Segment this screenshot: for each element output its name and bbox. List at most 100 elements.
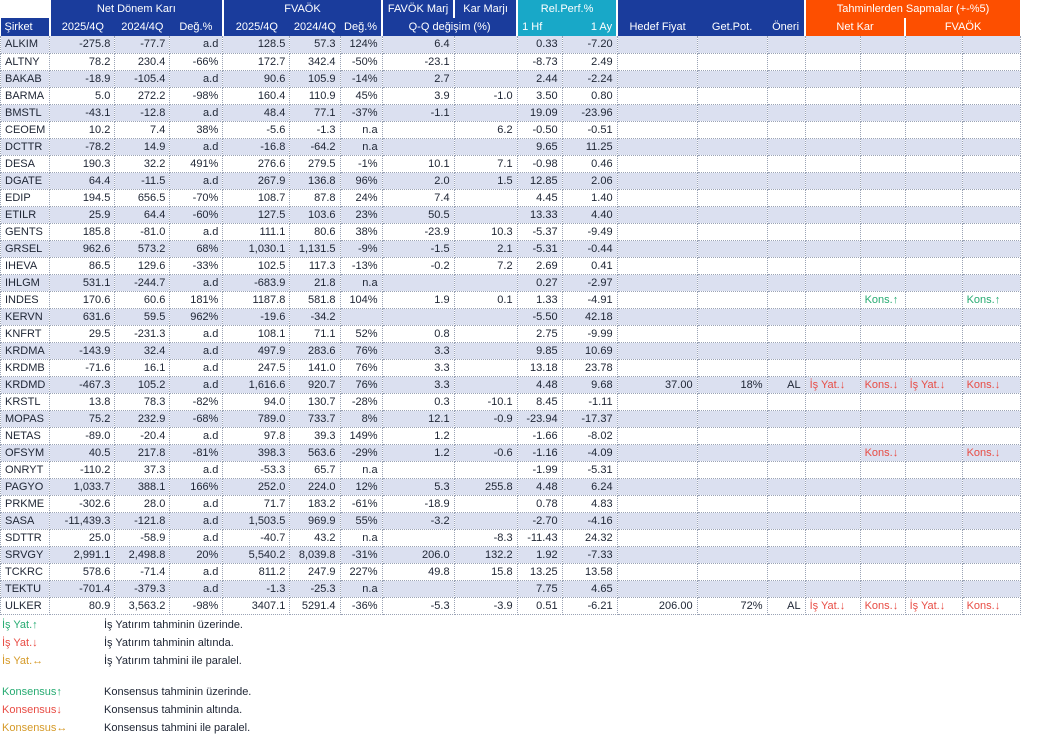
cell-fvaok_2025_4q[interactable]: 789.0: [222, 410, 291, 428]
cell-sapma_netkar_isyat[interactable]: [805, 189, 861, 207]
cell-sapma_fvaok_isyat[interactable]: [905, 274, 963, 292]
cell-favok_marj_qq[interactable]: -18.9: [382, 495, 455, 513]
cell-fvaok_deg[interactable]: 55%: [340, 512, 383, 530]
cell-rel_1hf[interactable]: 4.45: [517, 189, 563, 207]
cell-sirket[interactable]: DGATE: [0, 172, 51, 190]
cell-hedef_fiyat[interactable]: [617, 580, 698, 598]
cell-rel_1ay[interactable]: 24.32: [562, 529, 618, 547]
cell-fvaok_deg[interactable]: -13%: [340, 257, 383, 275]
cell-ndk_2025_4q[interactable]: 631.6: [49, 308, 116, 326]
cell-sapma_netkar_kons[interactable]: [860, 189, 906, 207]
cell-fvaok_deg[interactable]: 76%: [340, 359, 383, 377]
cell-ndk_2024_4q[interactable]: 272.2: [114, 87, 171, 105]
cell-sapma_netkar_isyat[interactable]: [805, 172, 861, 190]
cell-rel_1ay[interactable]: 4.83: [562, 495, 618, 513]
cell-oneri[interactable]: [767, 240, 806, 258]
cell-sapma_netkar_isyat[interactable]: [805, 359, 861, 377]
cell-ndk_deg[interactable]: a.d: [169, 529, 224, 547]
cell-sirket[interactable]: GRSEL: [0, 240, 51, 258]
cell-ndk_2025_4q[interactable]: 25.9: [49, 206, 116, 224]
cell-sapma_fvaok_isyat[interactable]: [905, 410, 963, 428]
cell-rel_1ay[interactable]: -23.96: [562, 104, 618, 122]
header-group-kar-marj[interactable]: Kar Marjı: [453, 0, 518, 18]
cell-rel_1hf[interactable]: 7.75: [517, 580, 563, 598]
cell-ndk_2024_4q[interactable]: 28.0: [114, 495, 171, 513]
cell-favok_marj_qq[interactable]: [382, 529, 455, 547]
cell-ndk_2025_4q[interactable]: 170.6: [49, 291, 116, 309]
cell-ndk_2025_4q[interactable]: -143.9: [49, 342, 116, 360]
cell-sirket[interactable]: KRDMB: [0, 359, 51, 377]
cell-fvaok_2025_4q[interactable]: 102.5: [222, 257, 291, 275]
cell-ndk_2024_4q[interactable]: 2,498.8: [114, 546, 171, 564]
cell-sapma_fvaok_kons[interactable]: [962, 206, 1021, 224]
cell-favok_marj_qq[interactable]: -23.9: [382, 223, 455, 241]
cell-ndk_deg[interactable]: -33%: [169, 257, 224, 275]
cell-fvaok_deg[interactable]: 8%: [340, 410, 383, 428]
cell-kar_marji_qq[interactable]: 7.2: [454, 257, 518, 275]
cell-get_pot[interactable]: [697, 36, 768, 54]
cell-favok_marj_qq[interactable]: [382, 121, 455, 139]
cell-sapma_fvaok_kons[interactable]: [962, 240, 1021, 258]
cell-hedef_fiyat[interactable]: 37.00: [617, 376, 698, 394]
cell-ndk_deg[interactable]: a.d: [169, 427, 224, 445]
cell-rel_1ay[interactable]: -1.11: [562, 393, 618, 411]
cell-sirket[interactable]: TEKTU: [0, 580, 51, 598]
cell-ndk_2025_4q[interactable]: -302.6: [49, 495, 116, 513]
header-group-fav-k-marj[interactable]: FAVÖK Marj: [381, 0, 455, 18]
cell-ndk_2025_4q[interactable]: 10.2: [49, 121, 116, 139]
cell-sapma_netkar_isyat[interactable]: [805, 70, 861, 88]
cell-sapma_fvaok_kons[interactable]: [962, 70, 1021, 88]
cell-sapma_netkar_isyat[interactable]: [805, 410, 861, 428]
cell-oneri[interactable]: [767, 308, 806, 326]
cell-sirket[interactable]: SRVGY: [0, 546, 51, 564]
cell-get_pot[interactable]: [697, 53, 768, 71]
cell-sapma_fvaok_isyat[interactable]: [905, 104, 963, 122]
cell-kar_marji_qq[interactable]: [454, 342, 518, 360]
cell-sirket[interactable]: KRDMD: [0, 376, 51, 394]
cell-get_pot[interactable]: [697, 461, 768, 479]
cell-ndk_2025_4q[interactable]: 194.5: [49, 189, 116, 207]
cell-get_pot[interactable]: [697, 478, 768, 496]
cell-sapma_netkar_kons[interactable]: [860, 359, 906, 377]
cell-sapma_netkar_kons[interactable]: [860, 529, 906, 547]
cell-sirket[interactable]: GENTS: [0, 223, 51, 241]
cell-sirket[interactable]: BARMA: [0, 87, 51, 105]
cell-fvaok_2024_4q[interactable]: 57.3: [289, 36, 341, 54]
cell-ndk_deg[interactable]: a.d: [169, 223, 224, 241]
cell-rel_1ay[interactable]: 2.06: [562, 172, 618, 190]
cell-fvaok_2024_4q[interactable]: -64.2: [289, 138, 341, 156]
cell-kar_marji_qq[interactable]: 0.1: [454, 291, 518, 309]
cell-sapma_fvaok_kons[interactable]: [962, 121, 1021, 139]
cell-favok_marj_qq[interactable]: [382, 461, 455, 479]
cell-sapma_fvaok_kons[interactable]: [962, 308, 1021, 326]
cell-rel_1ay[interactable]: -17.37: [562, 410, 618, 428]
cell-rel_1ay[interactable]: -5.31: [562, 461, 618, 479]
cell-rel_1hf[interactable]: -1.99: [517, 461, 563, 479]
cell-ndk_deg[interactable]: 491%: [169, 155, 224, 173]
cell-ndk_2024_4q[interactable]: 129.6: [114, 257, 171, 275]
cell-sapma_netkar_kons[interactable]: [860, 36, 906, 54]
cell-sapma_fvaok_isyat[interactable]: [905, 53, 963, 71]
cell-sapma_fvaok_isyat[interactable]: [905, 121, 963, 139]
cell-sapma_netkar_isyat[interactable]: [805, 393, 861, 411]
header-col-fva-k[interactable]: FVAÖK: [904, 18, 1021, 36]
cell-sapma_fvaok_kons[interactable]: Kons.↓: [962, 376, 1021, 394]
cell-hedef_fiyat[interactable]: [617, 223, 698, 241]
header-col-q-q-de-i-im[interactable]: Q-Q değişim (%): [381, 18, 518, 36]
cell-rel_1hf[interactable]: 13.18: [517, 359, 563, 377]
cell-sirket[interactable]: ULKER: [0, 597, 51, 615]
cell-rel_1hf[interactable]: 19.09: [517, 104, 563, 122]
cell-fvaok_2025_4q[interactable]: 94.0: [222, 393, 291, 411]
cell-sapma_netkar_isyat[interactable]: [805, 342, 861, 360]
cell-sapma_fvaok_kons[interactable]: [962, 546, 1021, 564]
cell-sapma_netkar_isyat[interactable]: [805, 53, 861, 71]
cell-ndk_2024_4q[interactable]: -12.8: [114, 104, 171, 122]
cell-fvaok_2025_4q[interactable]: 1,616.6: [222, 376, 291, 394]
cell-rel_1ay[interactable]: 0.46: [562, 155, 618, 173]
cell-ndk_2024_4q[interactable]: -379.3: [114, 580, 171, 598]
header-group-net-d-nem-kar[interactable]: Net Dönem Karı: [48, 0, 223, 18]
cell-sapma_netkar_kons[interactable]: [860, 172, 906, 190]
cell-kar_marji_qq[interactable]: 6.2: [454, 121, 518, 139]
cell-fvaok_deg[interactable]: -29%: [340, 444, 383, 462]
cell-ndk_deg[interactable]: -60%: [169, 206, 224, 224]
